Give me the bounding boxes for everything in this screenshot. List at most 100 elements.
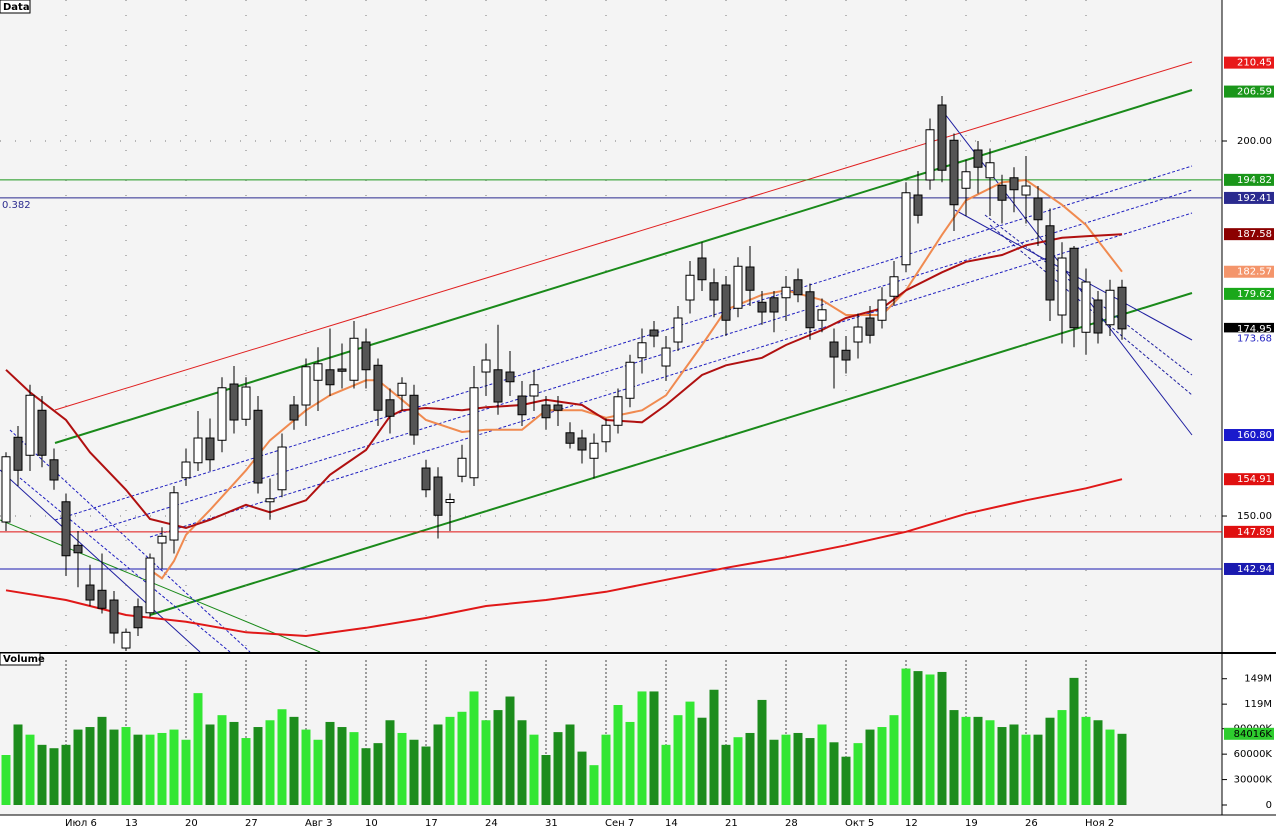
- candle-body: [985, 162, 995, 179]
- volume-bar: [505, 696, 515, 805]
- volume-bar: [817, 724, 827, 805]
- panel-label: Volume: [3, 654, 45, 665]
- volume-bar: [553, 732, 563, 805]
- volume-bar: [1033, 734, 1043, 805]
- x-tick-label: Июл 6: [65, 818, 97, 829]
- volume-bar: [949, 710, 959, 805]
- level-label: 142.94: [1237, 564, 1272, 575]
- panel-tag: [0, 652, 41, 666]
- candle-body: [97, 589, 107, 609]
- candle-body: [349, 337, 359, 381]
- candle-body: [601, 424, 611, 443]
- level-box: [1224, 332, 1274, 345]
- candle-body: [265, 498, 275, 503]
- volume-bar: [469, 691, 479, 805]
- candle-body: [73, 544, 83, 554]
- candle-body: [481, 359, 491, 373]
- volume-bar: [25, 734, 35, 805]
- candle-body: [217, 387, 227, 441]
- volume-bar: [925, 674, 935, 805]
- candle-body: [877, 299, 887, 321]
- volume-bar: [181, 739, 191, 805]
- volume-bar: [589, 765, 599, 805]
- volume-bar: [781, 734, 791, 805]
- volume-bar: [493, 710, 503, 805]
- volume-bar: [445, 716, 455, 805]
- volume-bar: [85, 727, 95, 805]
- left-trend: [0, 519, 321, 652]
- level-label: 192.41: [1237, 193, 1272, 204]
- level-label: 210.45: [1237, 58, 1272, 69]
- volume-bar: [133, 734, 143, 805]
- volume-bar: [565, 724, 575, 805]
- level-box: [1224, 191, 1274, 204]
- candle-body: [781, 286, 791, 299]
- candle-body: [517, 395, 527, 416]
- volume-bar: [277, 709, 287, 805]
- volume-bar: [613, 705, 623, 805]
- level-box: [1224, 322, 1274, 335]
- x-tick-label: 28: [785, 818, 798, 829]
- candle-body: [973, 149, 983, 168]
- x-tick-label: Окт 5: [845, 818, 874, 829]
- candle-body: [829, 341, 839, 358]
- volume-bar: [961, 716, 971, 805]
- panel-label: Data: [3, 2, 30, 13]
- volume-bar: [481, 720, 491, 805]
- volume-bar: [769, 739, 779, 805]
- volume-bar: [229, 721, 239, 805]
- volume-bar: [397, 732, 407, 805]
- y-tick-label: 30000K: [1234, 775, 1273, 786]
- x-tick-label: 17: [425, 818, 438, 829]
- candle-body: [745, 266, 755, 291]
- level-label: 154.91: [1237, 474, 1272, 485]
- volume-bar: [1105, 729, 1115, 805]
- volume-bar: [433, 724, 443, 805]
- volume-bar: [853, 743, 863, 805]
- x-tick-label: Ноя 2: [1085, 818, 1114, 829]
- candle-body: [1093, 299, 1103, 334]
- candle-body: [913, 194, 923, 216]
- volume-bar: [1057, 710, 1067, 805]
- candle-body: [805, 291, 815, 329]
- candle-body: [613, 396, 623, 426]
- channel-lower: [149, 292, 1193, 616]
- volume-bar: [697, 717, 707, 805]
- panel-tag: [0, 0, 31, 14]
- level-label: 160.80: [1237, 430, 1272, 441]
- candle-body: [457, 457, 467, 477]
- candle-body: [157, 535, 167, 544]
- moving-average: [149, 178, 1123, 580]
- candle-body: [865, 317, 875, 336]
- volume-bar: [1045, 717, 1055, 805]
- candle-body: [1, 456, 11, 523]
- candle-body: [625, 361, 635, 399]
- volume-bar: [13, 724, 23, 805]
- volume-bar: [349, 732, 359, 805]
- volume-bar: [457, 711, 467, 805]
- volume-bar: [673, 715, 683, 805]
- level-box: [1224, 265, 1274, 278]
- volume-bar: [865, 729, 875, 805]
- candle-body: [493, 369, 503, 403]
- volume-bar: [841, 756, 851, 805]
- candle-body: [1021, 185, 1031, 196]
- candle-body: [577, 437, 587, 451]
- volume-bar: [829, 742, 839, 805]
- candle-body: [85, 584, 95, 601]
- candle-body: [949, 139, 959, 206]
- level-label: 173.68: [1237, 333, 1272, 344]
- volume-bar: [1009, 724, 1019, 805]
- volume-bar: [1117, 733, 1127, 805]
- candle-body: [25, 394, 35, 456]
- level-label: 147.89: [1237, 527, 1272, 538]
- candle-body: [529, 384, 539, 397]
- candle-body: [937, 104, 947, 171]
- volume-bar: [757, 699, 767, 805]
- volume-bar: [1, 755, 11, 805]
- level-box: [1224, 562, 1274, 575]
- candle-body: [709, 282, 719, 301]
- y-tick-label: 0: [1266, 800, 1272, 811]
- candle-body: [1033, 197, 1043, 221]
